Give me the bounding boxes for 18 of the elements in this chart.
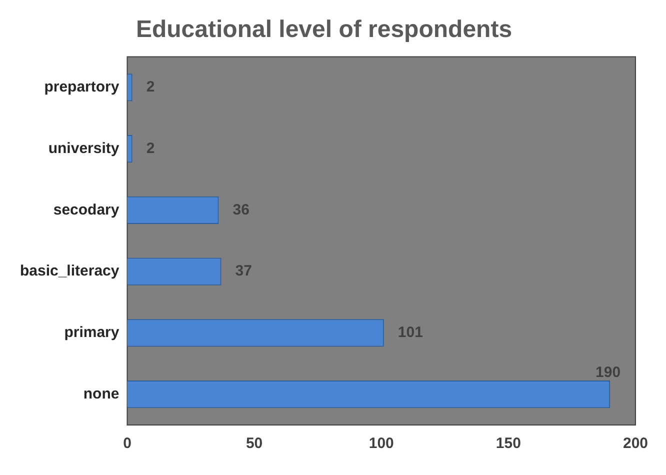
x-tick-label: 50 [246,435,263,452]
x-tick-label: 150 [496,435,521,452]
y-tick-label: prepartory [44,78,120,96]
data-label: 2 [146,140,155,157]
data-label: 36 [232,201,250,218]
data-label: 101 [398,324,423,342]
x-tick-label: 200 [622,435,648,452]
y-tick-label: university [48,140,120,157]
data-label: 2 [146,78,155,96]
y-tick-label: basic_literacy [20,262,120,280]
y-tick-label: secodary [53,201,120,218]
y-tick-label: primary [64,324,120,342]
x-tick-label: 100 [368,435,394,452]
chart-title: Educational level of respondents [136,16,512,44]
y-tick-label: none [83,385,120,402]
data-label: 190 [596,364,621,381]
x-tick-label: 0 [123,435,132,452]
data-label: 37 [235,262,252,280]
